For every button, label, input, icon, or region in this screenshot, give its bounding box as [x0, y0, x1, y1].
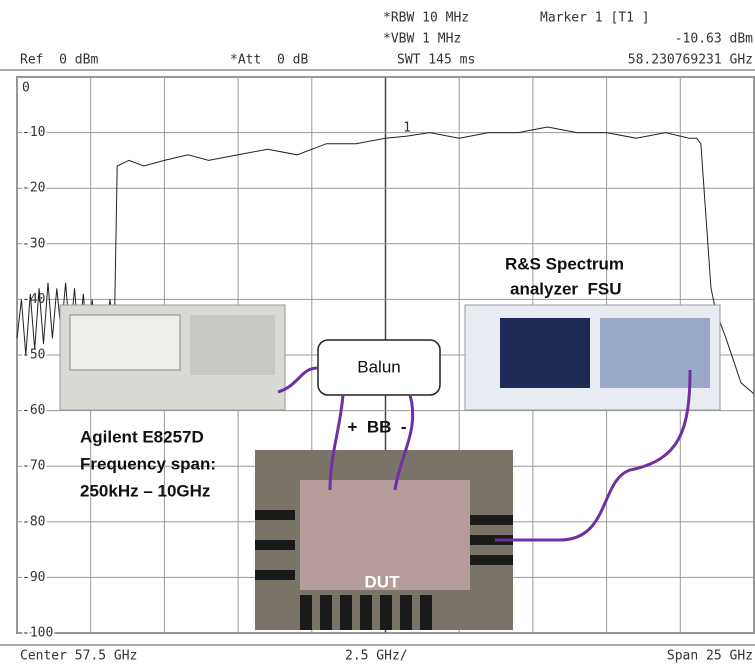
generator-label: Frequency span: — [80, 454, 216, 473]
attenuation: *Att 0 dB — [230, 53, 308, 68]
dut-probes — [255, 510, 513, 630]
y-tick-label: -20 — [22, 181, 45, 196]
rbw: *RBW 10 MHz — [383, 11, 469, 26]
dut-label: DUT — [365, 572, 401, 591]
marker-freq: 58.230769231 GHz — [628, 53, 753, 68]
generator-label: 250kHz – 10GHz — [80, 481, 210, 500]
dut-die — [300, 480, 470, 590]
swt: SWT 145 ms — [397, 53, 475, 68]
y-tick-label: -10 — [22, 125, 45, 140]
y-tick-label: -70 — [22, 459, 45, 474]
analyzer-panel — [600, 318, 710, 388]
y-tick-label: 0 — [22, 81, 30, 96]
y-tick-label: -30 — [22, 236, 45, 251]
y-tick-label: -60 — [22, 403, 45, 418]
generator-keypad — [190, 315, 275, 375]
analyzer-screen — [500, 318, 590, 388]
ref-level: Ref 0 dBm — [20, 53, 98, 68]
y-tick-label: -80 — [22, 514, 45, 529]
generator-label: Agilent E8257D — [80, 427, 204, 446]
baseband-label: + BB - — [347, 417, 406, 436]
span: Span 25 GHz — [667, 649, 753, 664]
freq-per-div: 2.5 GHz/ — [345, 649, 408, 664]
vbw: *VBW 1 MHz — [383, 32, 461, 47]
y-tick-label: -50 — [22, 348, 45, 363]
overlay: R&S Spectrum analyzer FSU Agilent E8257D… — [59, 254, 721, 630]
y-tick-label: -40 — [22, 292, 45, 307]
cables — [277, 366, 692, 542]
balun-label: Balun — [357, 357, 400, 376]
center-freq: Center 57.5 GHz — [20, 649, 137, 664]
marker-label: 1 — [403, 121, 411, 136]
y-tick-label: -100 — [22, 626, 53, 641]
generator-screen — [69, 314, 181, 371]
marker-level: -10.63 dBm — [675, 32, 753, 47]
trace-layer: 1 — [16, 121, 755, 395]
analyzer-label: analyzer FSU — [510, 279, 622, 298]
spectrum-trace — [16, 126, 755, 395]
y-tick-label: -90 — [22, 570, 45, 585]
marker-title: Marker 1 [T1 ] — [540, 11, 650, 26]
analyzer-label: R&S Spectrum — [505, 254, 624, 273]
